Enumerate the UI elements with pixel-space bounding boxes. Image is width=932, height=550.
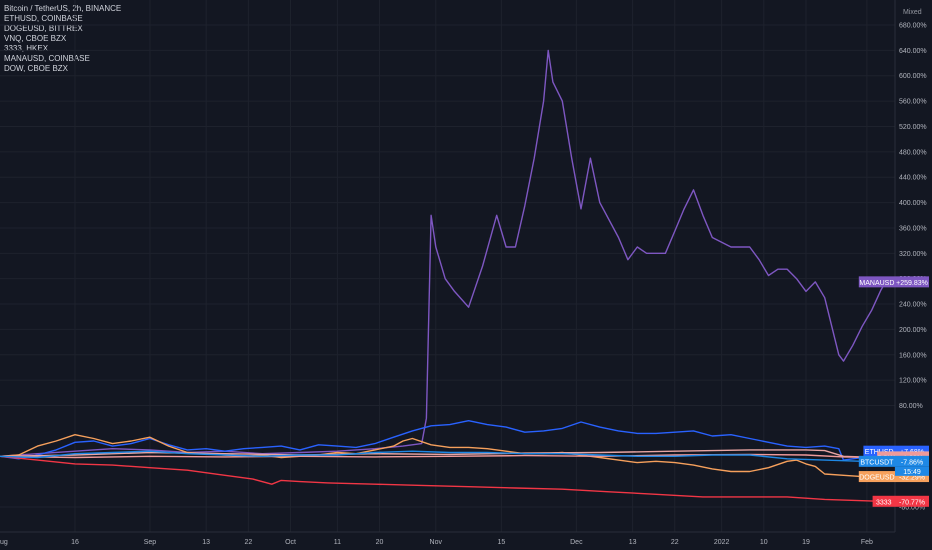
y-tick-label: 160.00% (899, 352, 927, 359)
x-tick-label: 11 (334, 539, 341, 546)
series-value-label: +259.83% (896, 280, 928, 287)
series-line-manausd[interactable] (0, 49, 887, 457)
y-tick-label: 640.00% (899, 48, 927, 55)
series-name-label: DOGEUSD (859, 475, 894, 482)
x-tick-label: 13 (202, 539, 210, 546)
legend-entry-btcusdt[interactable]: Bitcoin / TetherUS, 2h, BINANCE (4, 4, 122, 13)
series-name-tag[interactable] (858, 276, 895, 288)
x-tick-label: 13 (629, 539, 637, 546)
y-tick-label: 480.00% (899, 149, 927, 156)
series-name-label: 3333 (876, 499, 892, 506)
y-tick-label: 80.00% (899, 403, 923, 410)
series-countdown-label: 15:49 (903, 469, 921, 476)
legend-entry-3333[interactable]: 3333, HKEX (4, 44, 49, 53)
series-line-btcusdt[interactable] (0, 450, 881, 462)
legend-entry-manausd[interactable]: MANAUSD, COINBASE (4, 54, 90, 63)
series-name-tag[interactable] (863, 445, 895, 457)
legend-entry-ethusd[interactable]: ETHUSD, COINBASE (4, 14, 83, 23)
y-tick-label: 600.00% (899, 73, 927, 80)
series-name-tag[interactable] (872, 495, 895, 507)
y-tick-label: 440.00% (899, 175, 927, 182)
series-name-label: BTCUSDT (860, 459, 894, 466)
series-line-dogeusd[interactable] (0, 434, 881, 478)
y-tick-label: 120.00% (899, 378, 927, 385)
series-line-dow[interactable] (0, 453, 881, 459)
y-tick-label: -80.00% (899, 505, 925, 512)
x-tick-label: 10 (760, 539, 768, 546)
x-tick-label: Sep (144, 539, 157, 546)
series-value-label: -32.29% (899, 475, 925, 482)
x-tick-label: 16 (71, 539, 79, 546)
series-value-tag[interactable] (895, 495, 929, 507)
x-tick-label: 20 (376, 539, 384, 546)
series-name-tag[interactable] (858, 455, 895, 467)
legend-entry-dogeusd[interactable]: DOGEUSD, BITTREX (4, 24, 83, 33)
y-tick-label: 560.00% (899, 99, 927, 106)
y-tick-label: 680.00% (899, 23, 927, 30)
x-tick-label: 22 (671, 539, 679, 546)
series-value-tag[interactable] (895, 445, 929, 457)
x-tick-label: 19 (802, 539, 810, 546)
series-value-label: -70.77% (899, 499, 925, 506)
series-line-3333[interactable] (0, 455, 881, 502)
x-tick-label: Oct (285, 539, 296, 546)
legend-entry-vnq[interactable]: VNQ, CBOE BZX (4, 34, 67, 43)
legend-entry-dow[interactable]: DOW, CBOE BZX (4, 64, 69, 73)
series-value-tag[interactable] (895, 471, 929, 483)
scale-mode-label[interactable]: Mixed (903, 9, 922, 16)
series-value-tag[interactable] (895, 455, 929, 467)
x-tick-label: 22 (244, 539, 252, 546)
series-countdown-tag (895, 466, 929, 476)
x-tick-label: Nov (430, 539, 443, 546)
y-tick-label: 200.00% (899, 327, 927, 334)
y-tick-label: 240.00% (899, 302, 927, 309)
x-tick-label: 2022 (714, 539, 730, 546)
x-tick-label: Feb (861, 539, 873, 546)
series-value-tag[interactable] (895, 276, 929, 288)
x-tick-label: ug (0, 539, 8, 546)
series-name-tag[interactable] (858, 471, 895, 483)
chart-legend: Bitcoin / TetherUS, 2h, BINANCE ETHUSD, … (4, 4, 121, 74)
y-tick-label: 360.00% (899, 225, 927, 232)
y-tick-label: 400.00% (899, 200, 927, 207)
y-tick-label: 520.00% (899, 124, 927, 131)
x-tick-label: Dec (570, 539, 583, 546)
x-tick-label: 15 (497, 539, 505, 546)
series-name-label: MANAUSD (859, 280, 894, 287)
series-value-label: -7.86% (901, 459, 923, 466)
y-tick-label: 320.00% (899, 251, 927, 258)
